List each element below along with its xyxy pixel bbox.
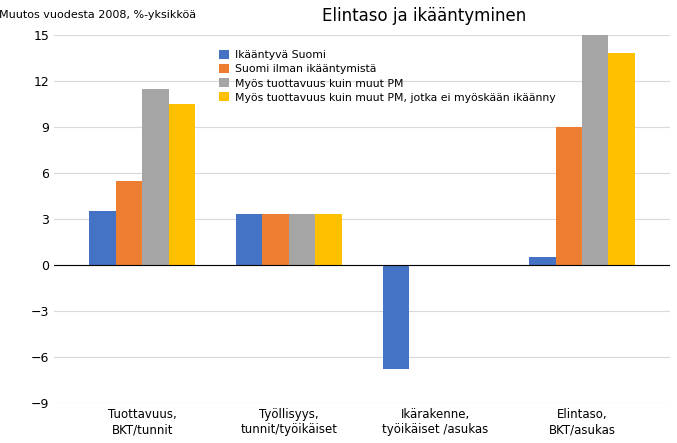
Bar <box>169 104 195 265</box>
Bar <box>556 127 582 265</box>
Bar <box>383 265 409 369</box>
Bar <box>116 181 142 265</box>
Bar <box>89 211 116 265</box>
Bar <box>315 214 342 265</box>
Bar <box>529 257 556 265</box>
Text: Muutos vuodesta 2008, %-yksikköä: Muutos vuodesta 2008, %-yksikköä <box>0 10 196 20</box>
Legend: Ikääntyvä Suomi, Suomi ilman ikääntymistä, Myös tuottavuus kuin muut PM, Myös tu: Ikääntyvä Suomi, Suomi ilman ikääntymist… <box>215 46 560 107</box>
Bar <box>263 214 289 265</box>
Bar <box>142 89 169 265</box>
Bar <box>582 35 609 265</box>
Bar <box>289 214 315 265</box>
Bar <box>236 214 263 265</box>
Title: Elintaso ja ikääntyminen: Elintaso ja ikääntyminen <box>322 7 526 25</box>
Bar <box>609 53 635 265</box>
